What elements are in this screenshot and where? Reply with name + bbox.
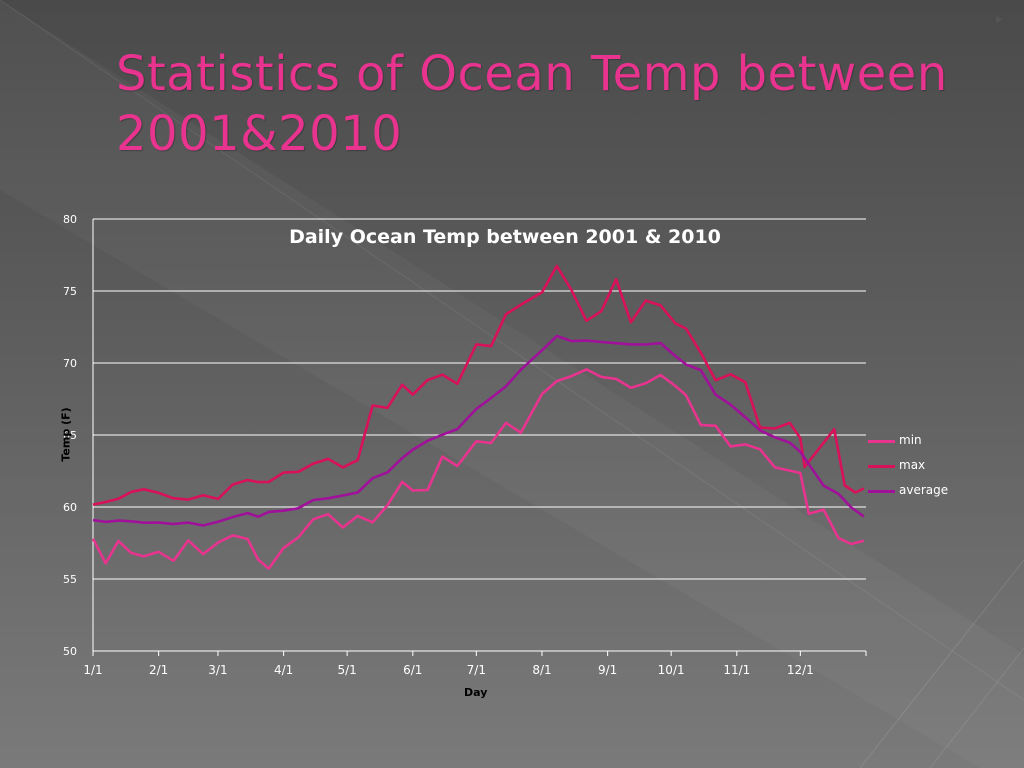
- series-line-max: [92, 264, 865, 506]
- series-line-average: [92, 334, 865, 527]
- x-tick-label-4: 5/1: [337, 663, 356, 677]
- x-tick-label-3: 4/1: [274, 663, 293, 677]
- chart-series: [91, 264, 865, 570]
- chart-gridlines: [93, 218, 866, 580]
- legend-swatch-average: [868, 490, 895, 493]
- x-tick-label-9: 10/1: [658, 663, 685, 677]
- y-tick-label-60: 60: [63, 501, 77, 514]
- x-tick-label-7: 8/1: [532, 663, 551, 677]
- y-tick-label-55: 55: [63, 573, 77, 586]
- y-tick-label-70: 70: [63, 357, 77, 370]
- chart-title: Daily Ocean Temp between 2001 & 2010: [289, 226, 721, 248]
- x-tick-label-6: 7/1: [467, 663, 486, 677]
- y-tick-label-65: 65: [63, 429, 77, 442]
- y-axis-title: Temp (F): [59, 407, 73, 462]
- chart-axes: 50 55 60 65 70 75 80 1/1 2/1 3/1 4/1 5/1 6/1 7/1 8/1 9/…: [63, 213, 867, 677]
- x-tick-label-0: 1/1: [83, 663, 102, 677]
- legend-swatch-max: [868, 465, 895, 468]
- y-tick-label-75: 75: [63, 285, 77, 298]
- legend-label-max: max: [899, 458, 926, 472]
- y-tick-label-50: 50: [63, 645, 77, 658]
- legend-label-min: min: [899, 433, 922, 447]
- x-tick-label-8: 9/1: [598, 663, 617, 677]
- series-line-min: [91, 368, 865, 570]
- legend-swatch-min: [868, 440, 895, 443]
- slide-title: Statistics of Ocean Temp between 2001&20…: [116, 46, 948, 162]
- x-tick-label-2: 3/1: [208, 663, 227, 677]
- x-tick-label-11: 12/1: [787, 663, 814, 677]
- x-tick-label-1: 2/1: [149, 663, 168, 677]
- x-tick-label-5: 6/1: [403, 663, 422, 677]
- y-tick-label-80: 80: [63, 213, 77, 226]
- x-axis-title: Day: [464, 686, 488, 699]
- legend-label-average: average: [899, 483, 949, 497]
- x-tick-label-10: 11/1: [723, 663, 750, 677]
- arrow-bullet-icon: ▸: [996, 10, 1004, 26]
